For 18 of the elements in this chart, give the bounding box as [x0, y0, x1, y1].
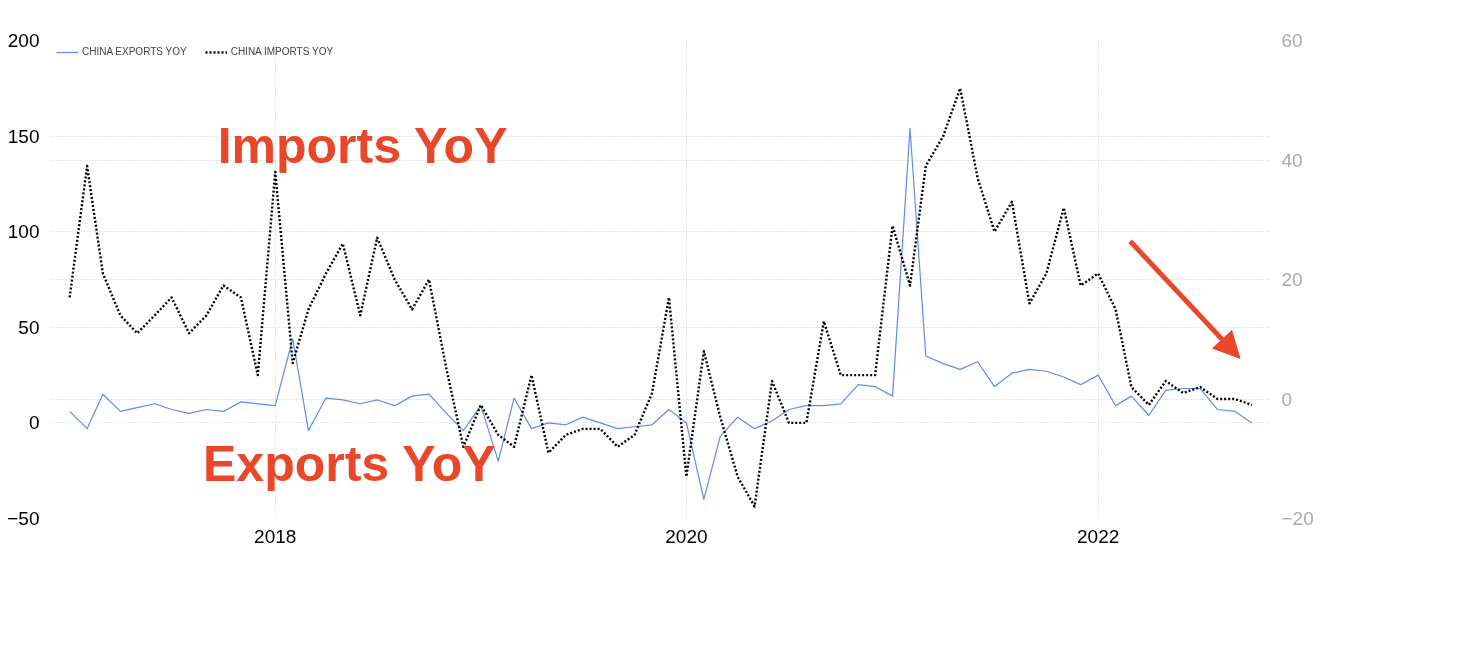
annotation: Exports YoY — [203, 435, 496, 492]
legend-label: CHINA IMPORTS YOY — [230, 46, 334, 57]
legend-label: CHINA EXPORTS YOY — [82, 46, 187, 57]
y2-tick-label: 60 — [1281, 30, 1303, 51]
y-tick-label: −50 — [7, 508, 40, 529]
y2-tick-label: 40 — [1281, 149, 1303, 171]
x-tick-label: 2018 — [254, 525, 297, 547]
y-tick-label: 150 — [7, 125, 40, 147]
y-tick-label: 0 — [28, 412, 40, 434]
y2-tick-label: −20 — [1281, 508, 1314, 529]
x-tick-label: 2020 — [665, 525, 708, 547]
y2-tick-label: 20 — [1281, 269, 1303, 290]
y2-tick-label: 0 — [1281, 388, 1293, 410]
y-tick-label: 200 — [7, 30, 40, 51]
annotation: Imports YoY — [217, 117, 508, 174]
y-tick-label: 100 — [7, 221, 40, 243]
y-tick-label: 50 — [18, 316, 40, 338]
x-tick-label: 2022 — [1077, 525, 1120, 547]
